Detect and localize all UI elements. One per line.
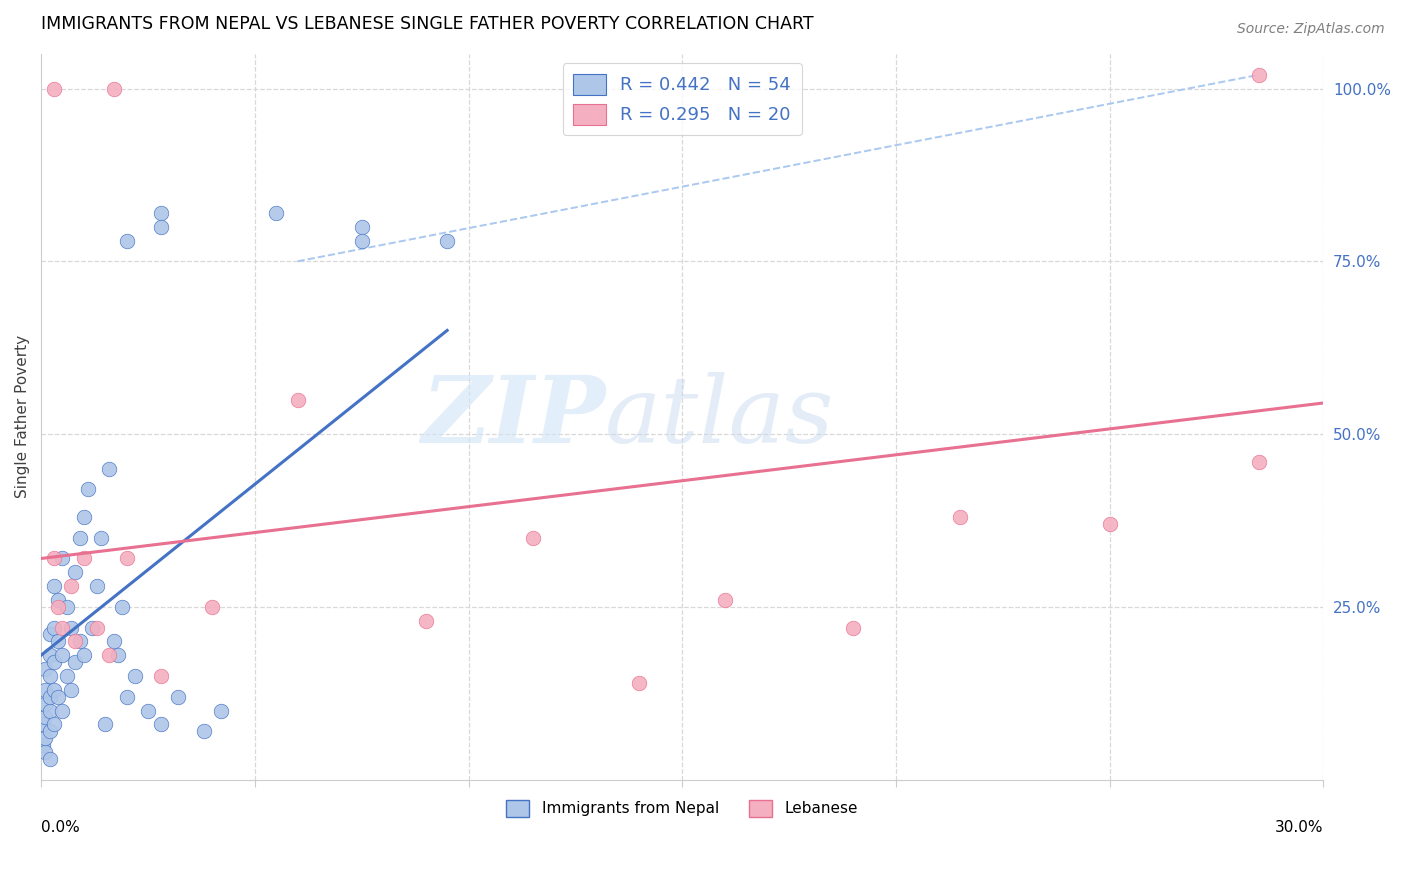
Point (167, 690, 190, 704)
Point (55, 669, 77, 683)
Point (1249, 68, 1271, 82)
Point (714, 593, 737, 607)
Point (60, 579, 83, 593)
Point (193, 724, 215, 739)
Point (69, 634, 91, 648)
Point (60, 682, 83, 697)
Point (628, 676, 651, 690)
Text: Source: ZipAtlas.com: Source: ZipAtlas.com (1237, 22, 1385, 37)
Point (73, 648, 96, 663)
Point (55, 599, 77, 614)
Point (149, 717, 172, 731)
Point (42, 579, 65, 593)
Text: 30.0%: 30.0% (1275, 820, 1323, 835)
Point (34, 682, 56, 697)
Point (90, 531, 112, 545)
Point (1249, 455, 1271, 469)
Point (111, 599, 134, 614)
Point (86, 621, 108, 635)
Point (34, 731, 56, 746)
Point (209, 704, 232, 718)
Point (98, 648, 121, 663)
Text: atlas: atlas (605, 372, 835, 462)
Point (38, 648, 60, 663)
Point (46, 599, 69, 614)
Point (46, 690, 69, 704)
Point (38, 704, 60, 718)
Point (107, 648, 129, 663)
Point (65, 566, 87, 580)
Point (415, 614, 437, 628)
Y-axis label: Single Father Poverty: Single Father Poverty (15, 335, 30, 499)
Point (115, 551, 138, 566)
Point (51, 704, 73, 718)
Text: ZIP: ZIP (420, 372, 605, 462)
Point (42, 551, 65, 566)
Text: IMMIGRANTS FROM NEPAL VS LEBANESE SINGLE FATHER POVERTY CORRELATION CHART: IMMIGRANTS FROM NEPAL VS LEBANESE SINGLE… (41, 15, 814, 33)
Point (264, 206, 287, 220)
Point (136, 704, 159, 718)
Point (522, 531, 544, 545)
Text: 0.0%: 0.0% (41, 820, 80, 835)
Point (34, 710, 56, 724)
Point (73, 551, 96, 566)
Point (46, 593, 69, 607)
Point (94, 717, 117, 731)
Point (149, 669, 172, 683)
Point (38, 627, 60, 641)
Point (65, 634, 87, 648)
Point (949, 510, 972, 524)
Point (115, 690, 138, 704)
Point (42, 81, 65, 95)
Point (51, 621, 73, 635)
Point (77, 483, 100, 497)
Point (51, 551, 73, 566)
Point (32, 717, 55, 731)
Point (46, 634, 69, 648)
Point (32, 738, 55, 752)
Point (103, 634, 125, 648)
Point (42, 655, 65, 669)
Point (34, 745, 56, 759)
Point (149, 206, 172, 220)
Point (73, 510, 96, 524)
Point (65, 655, 87, 669)
Point (115, 234, 138, 248)
Point (38, 669, 60, 683)
Point (124, 669, 146, 683)
Point (201, 599, 224, 614)
Point (82, 621, 104, 635)
Point (51, 648, 73, 663)
Point (42, 682, 65, 697)
Point (842, 621, 865, 635)
Point (42, 621, 65, 635)
Point (34, 662, 56, 676)
Legend: Immigrants from Nepal, Lebanese: Immigrants from Nepal, Lebanese (501, 794, 865, 822)
Point (38, 724, 60, 739)
Point (149, 219, 172, 234)
Point (350, 234, 373, 248)
Point (86, 579, 108, 593)
Point (69, 531, 91, 545)
Point (1098, 516, 1121, 531)
Point (436, 234, 458, 248)
Point (98, 461, 121, 475)
Point (60, 621, 83, 635)
Point (34, 697, 56, 711)
Point (103, 81, 125, 95)
Point (350, 219, 373, 234)
Point (38, 690, 60, 704)
Point (42, 717, 65, 731)
Point (287, 392, 309, 407)
Point (38, 752, 60, 766)
